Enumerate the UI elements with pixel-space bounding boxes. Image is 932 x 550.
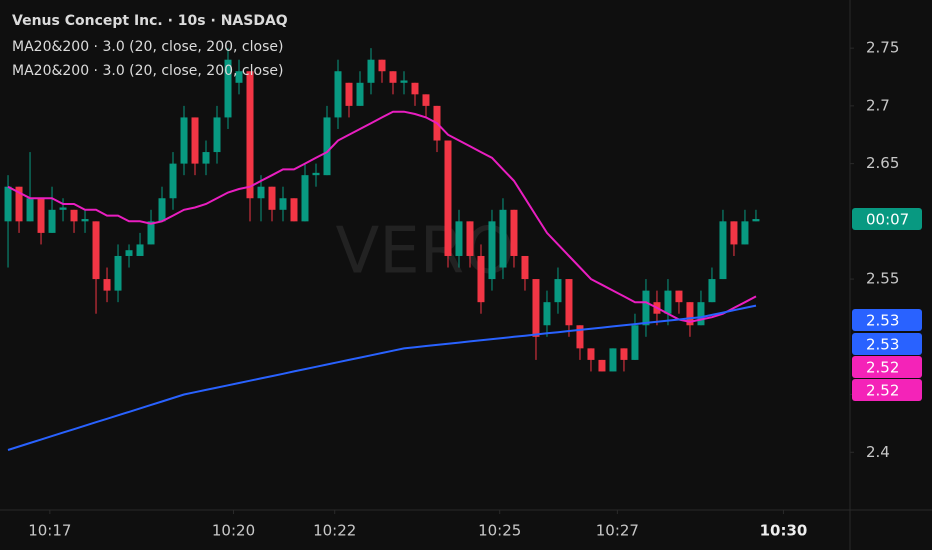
x-tick-label: 10:25 <box>478 522 521 540</box>
chart-title: Venus Concept Inc. · 10s · NASDAQ <box>12 13 288 29</box>
candle-body <box>158 198 166 222</box>
candle-body <box>48 209 56 233</box>
candle-body <box>356 82 364 106</box>
candle-body <box>257 186 265 199</box>
candle-body <box>543 302 551 326</box>
candle-body <box>15 186 23 222</box>
candle-body <box>378 59 386 72</box>
candle-body <box>642 290 650 326</box>
candle-body <box>466 221 474 256</box>
y-tick-label: 2.55 <box>866 270 899 288</box>
y-tick-label: 2.65 <box>866 154 899 172</box>
candle-body <box>620 348 628 360</box>
ma-line <box>7 110 757 323</box>
candle-body <box>224 59 232 118</box>
y-tick-label: 2.75 <box>866 39 899 57</box>
candle-body <box>499 209 507 268</box>
candle-body <box>719 221 727 280</box>
candle-body <box>213 117 221 153</box>
candle-body <box>565 279 573 326</box>
candle-body <box>609 348 617 372</box>
indicator-label: MA20&200 · 3.0 (20, close, 200, close) <box>12 63 283 79</box>
candle-body <box>323 117 331 176</box>
candle-body <box>334 71 342 118</box>
candle-body <box>246 71 254 199</box>
candle-body <box>664 290 672 314</box>
candle-body <box>312 172 320 176</box>
last-value-badge <box>852 309 922 331</box>
candle-body <box>202 152 210 164</box>
x-tick-label: 10:17 <box>28 522 71 540</box>
last-value-label: 2.52 <box>866 382 899 400</box>
last-value-label: 2.53 <box>866 312 899 330</box>
last-value-badge <box>852 333 922 355</box>
candle-body <box>477 255 485 303</box>
candle-body <box>180 117 188 164</box>
y-tick-label: 2.7 <box>866 96 890 114</box>
x-tick-label: 10:20 <box>212 522 255 540</box>
candle-body <box>26 198 34 222</box>
candle-body <box>114 255 122 291</box>
candle-body <box>587 348 595 360</box>
candle-body <box>367 59 375 83</box>
candle-body <box>389 71 397 83</box>
candle-body <box>37 198 45 233</box>
candle-body <box>279 198 287 210</box>
candle-body <box>752 219 760 222</box>
candle-body <box>136 244 144 256</box>
candle-body <box>235 71 243 83</box>
last-value-label: 2.52 <box>866 359 899 377</box>
candle-body <box>345 82 353 106</box>
plot-area <box>4 48 760 451</box>
candle-body <box>521 255 529 280</box>
candle-body <box>301 175 309 222</box>
indicator-label: MA20&200 · 3.0 (20, close, 200, close) <box>12 39 283 55</box>
x-tick-label: 10:27 <box>596 522 639 540</box>
candle-body <box>4 186 12 222</box>
candle-body <box>268 186 276 210</box>
x-tick-label: 10:30 <box>760 522 808 540</box>
candle-body <box>686 302 694 326</box>
candle-body <box>455 221 463 256</box>
candle-body <box>103 279 111 291</box>
candle-body <box>576 325 584 349</box>
candle-body <box>81 219 89 222</box>
candle-body <box>697 302 705 326</box>
candle-body <box>411 82 419 95</box>
candle-body <box>675 290 683 303</box>
candle-body <box>169 163 177 199</box>
last-value-badge <box>852 379 922 401</box>
candle-body <box>554 279 562 303</box>
candle-body <box>598 359 606 372</box>
candle-body <box>92 221 100 280</box>
countdown-label: 00:07 <box>866 211 909 229</box>
candle-body <box>532 279 540 337</box>
y-tick-label: 2.4 <box>866 443 890 461</box>
watermark: VERO <box>335 215 514 289</box>
candle-body <box>510 209 518 256</box>
candle-body <box>708 279 716 303</box>
countdown-badge <box>852 208 922 231</box>
candle-body <box>125 250 133 256</box>
candle-body <box>444 140 452 256</box>
last-value-label: 2.53 <box>866 336 899 354</box>
candle-body <box>730 221 738 245</box>
candle-body <box>70 209 78 222</box>
x-tick-label: 10:22 <box>313 522 356 540</box>
candle-body <box>422 94 430 106</box>
candle-body <box>631 325 639 360</box>
ma-line <box>7 304 757 451</box>
candle-body <box>59 207 67 210</box>
last-value-badge <box>852 356 922 378</box>
candle-body <box>290 198 298 222</box>
candle-body <box>400 80 408 83</box>
candle-body <box>147 221 155 245</box>
candle-body <box>488 221 496 280</box>
candle-body <box>191 117 199 164</box>
candle-body <box>741 221 749 245</box>
